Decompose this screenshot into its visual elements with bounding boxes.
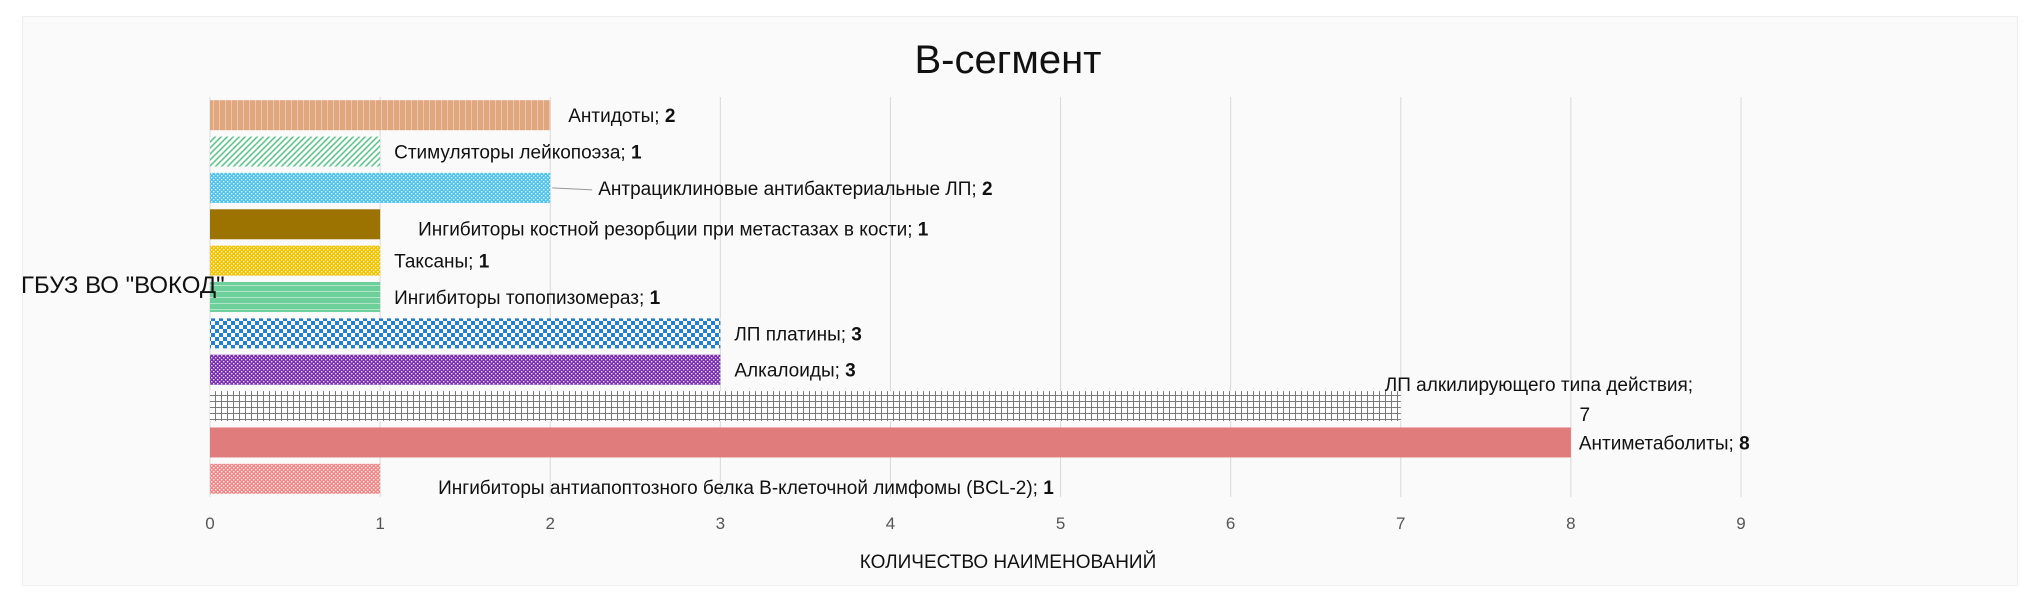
bar [210,427,1571,458]
x-axis-label: КОЛИЧЕСТВО НАИМЕНОВАНИЙ [860,551,1156,573]
x-tick-label: 0 [205,514,214,533]
bar [210,172,551,203]
data-label: Стимуляторы лейкопоэза; 1 [394,143,642,164]
leader-line [552,187,593,191]
bar [210,136,381,167]
bar [210,282,381,312]
x-tick-label: 8 [1566,514,1575,533]
data-label: Таксаны; 1 [394,252,490,273]
data-label: Антидоты; 2 [568,106,675,127]
x-tick-label: 5 [1056,514,1065,533]
chart-area: Антидоты; 2 Стимуляторы лейкопоэза; 1 Антр… [22,16,2018,586]
data-label: Ингибиторы топопизомераз; 1 [394,288,660,309]
data-label: Ингибиторы антиапоптозного белка В-клето… [438,478,1054,499]
data-label: ЛП платины; 3 [734,324,862,345]
data-label: Антрациклиновые антибактериальные ЛП; 2 [598,179,992,200]
x-tick-label: 1 [375,514,384,533]
data-label-value: 7 [1579,405,1590,426]
data-label: Алкалоиды; 3 [734,361,855,382]
data-label: Антиметаболиты; 8 [1579,433,1750,454]
bar [210,209,381,240]
bar [210,245,381,276]
bar [210,318,721,349]
x-tick-label: 2 [545,514,554,533]
data-labels: Антидоты; 2 Стимуляторы лейкопоэза; 1 Антр… [394,106,1750,499]
bar [210,463,381,494]
y-category-label: ГБУЗ ВО "ВОКОД" [23,272,225,299]
x-tick-label: 3 [716,514,725,533]
bar [210,354,721,385]
chart-title: B-сегмент [915,38,1102,82]
x-tick-label: 9 [1736,514,1745,533]
data-label: ЛП алкилирующего типа действия; [1385,375,1693,396]
x-tick-label: 6 [1226,514,1235,533]
bar [210,100,551,131]
bar-chart: Антидоты; 2 Стимуляторы лейкопоэза; 1 Антр… [23,38,1750,573]
data-label: Ингибиторы костной резорбции при метаста… [418,219,929,240]
bar [210,391,1401,422]
x-tick-label: 4 [886,514,895,533]
x-tick-label: 7 [1396,514,1405,533]
x-axis-ticks: 0 1 2 3 4 5 6 7 8 9 [205,514,1745,533]
bars [210,100,1571,494]
